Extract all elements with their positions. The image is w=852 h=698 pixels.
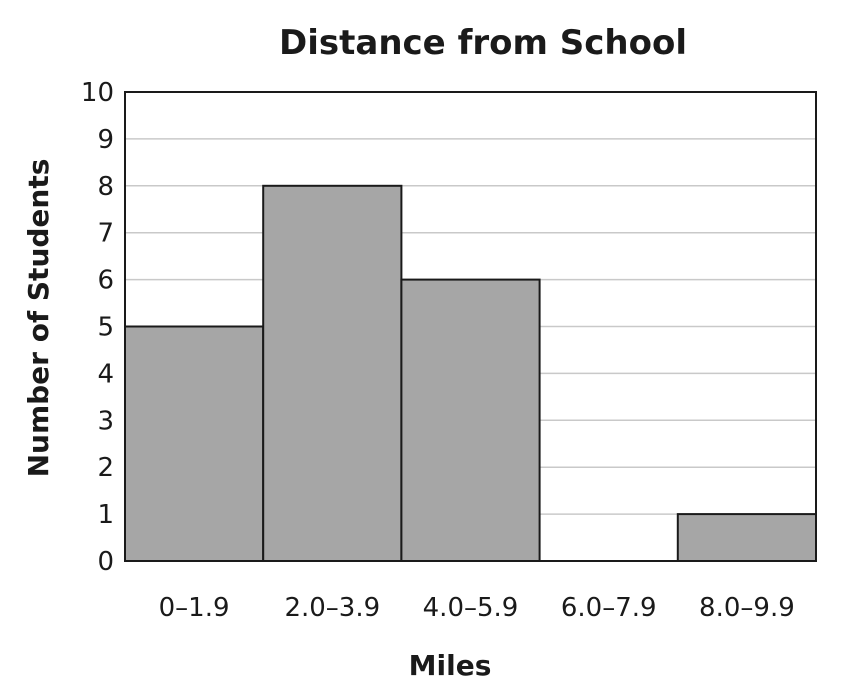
y-axis-label: Number of Students xyxy=(22,159,55,478)
y-tick-labels: 0 1 2 3 4 5 6 7 8 9 10 xyxy=(81,78,114,577)
x-tick-label: 2.0–3.9 xyxy=(284,593,380,623)
y-tick-label: 9 xyxy=(97,125,114,155)
y-tick-label: 6 xyxy=(97,266,114,296)
bar-3 xyxy=(400,278,541,562)
x-tick-label: 0–1.9 xyxy=(159,593,230,623)
bar-1 xyxy=(124,325,265,562)
chart-title: Distance from School xyxy=(279,23,687,63)
y-tick-label: 10 xyxy=(81,78,114,108)
y-tick-label: 2 xyxy=(97,453,114,483)
x-tick-label: 8.0–9.9 xyxy=(699,593,795,623)
x-tick-label: 6.0–7.9 xyxy=(561,593,657,623)
y-tick-label: 5 xyxy=(97,313,114,343)
y-tick-label: 3 xyxy=(97,406,114,436)
y-tick-label: 4 xyxy=(97,359,114,389)
x-tick-label: 4.0–5.9 xyxy=(423,593,519,623)
bars xyxy=(124,184,817,563)
y-tick-label: 8 xyxy=(97,172,114,202)
x-tick-labels: 0–1.9 2.0–3.9 4.0–5.9 6.0–7.9 8.0–9.9 xyxy=(159,593,795,623)
bar-5 xyxy=(676,513,817,562)
y-tick-label: 1 xyxy=(97,500,114,530)
x-axis-label: Miles xyxy=(409,649,492,682)
bar-2 xyxy=(262,184,403,563)
y-tick-label: 7 xyxy=(97,219,114,249)
plot-frame xyxy=(124,91,817,562)
y-tick-label: 0 xyxy=(97,547,114,577)
